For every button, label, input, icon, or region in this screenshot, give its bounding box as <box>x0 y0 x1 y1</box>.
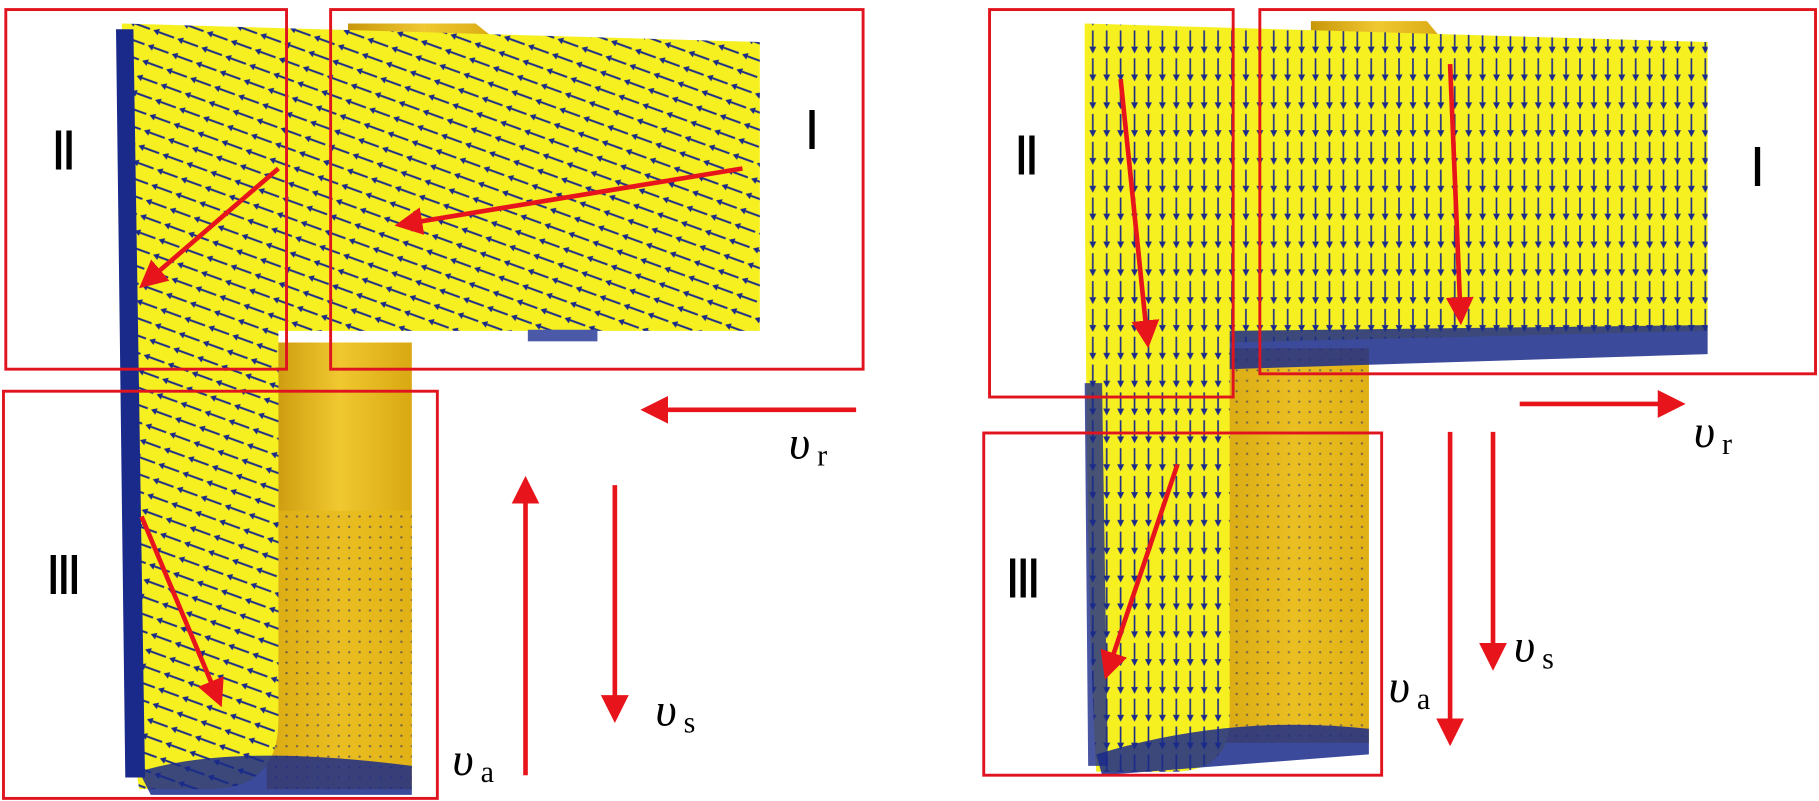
region-label: Ⅱ <box>51 122 77 182</box>
velocity-subscript: s <box>1542 641 1554 675</box>
region-box <box>982 431 1384 777</box>
velocity-subscript: r <box>817 438 827 472</box>
region-box <box>988 8 1235 399</box>
left-model <box>116 23 760 795</box>
velocity-symbol: υ <box>1694 407 1715 458</box>
velocity-subscript: a <box>1417 682 1430 716</box>
velocity-subscript: r <box>1722 427 1732 461</box>
region-label: Ⅲ <box>45 546 82 606</box>
velocity-subscript: a <box>481 755 494 789</box>
region-box <box>2 389 439 800</box>
velocity-symbol: υ <box>452 735 473 786</box>
region-label: Ⅰ <box>804 101 820 161</box>
region-label: Ⅱ <box>1014 126 1040 186</box>
region-box <box>4 8 288 371</box>
region-label: Ⅲ <box>1005 550 1042 610</box>
velocity-symbol: υ <box>1514 622 1535 673</box>
flow-arrows <box>139 63 1686 776</box>
region-label: Ⅰ <box>1750 138 1766 198</box>
velocity-subscript: s <box>684 705 696 739</box>
velocity-symbol: υ <box>789 419 810 470</box>
region-box <box>1258 8 1817 376</box>
velocity-symbol: υ <box>655 685 676 736</box>
region-box <box>329 8 865 371</box>
velocity-symbol: υ <box>1389 662 1410 713</box>
